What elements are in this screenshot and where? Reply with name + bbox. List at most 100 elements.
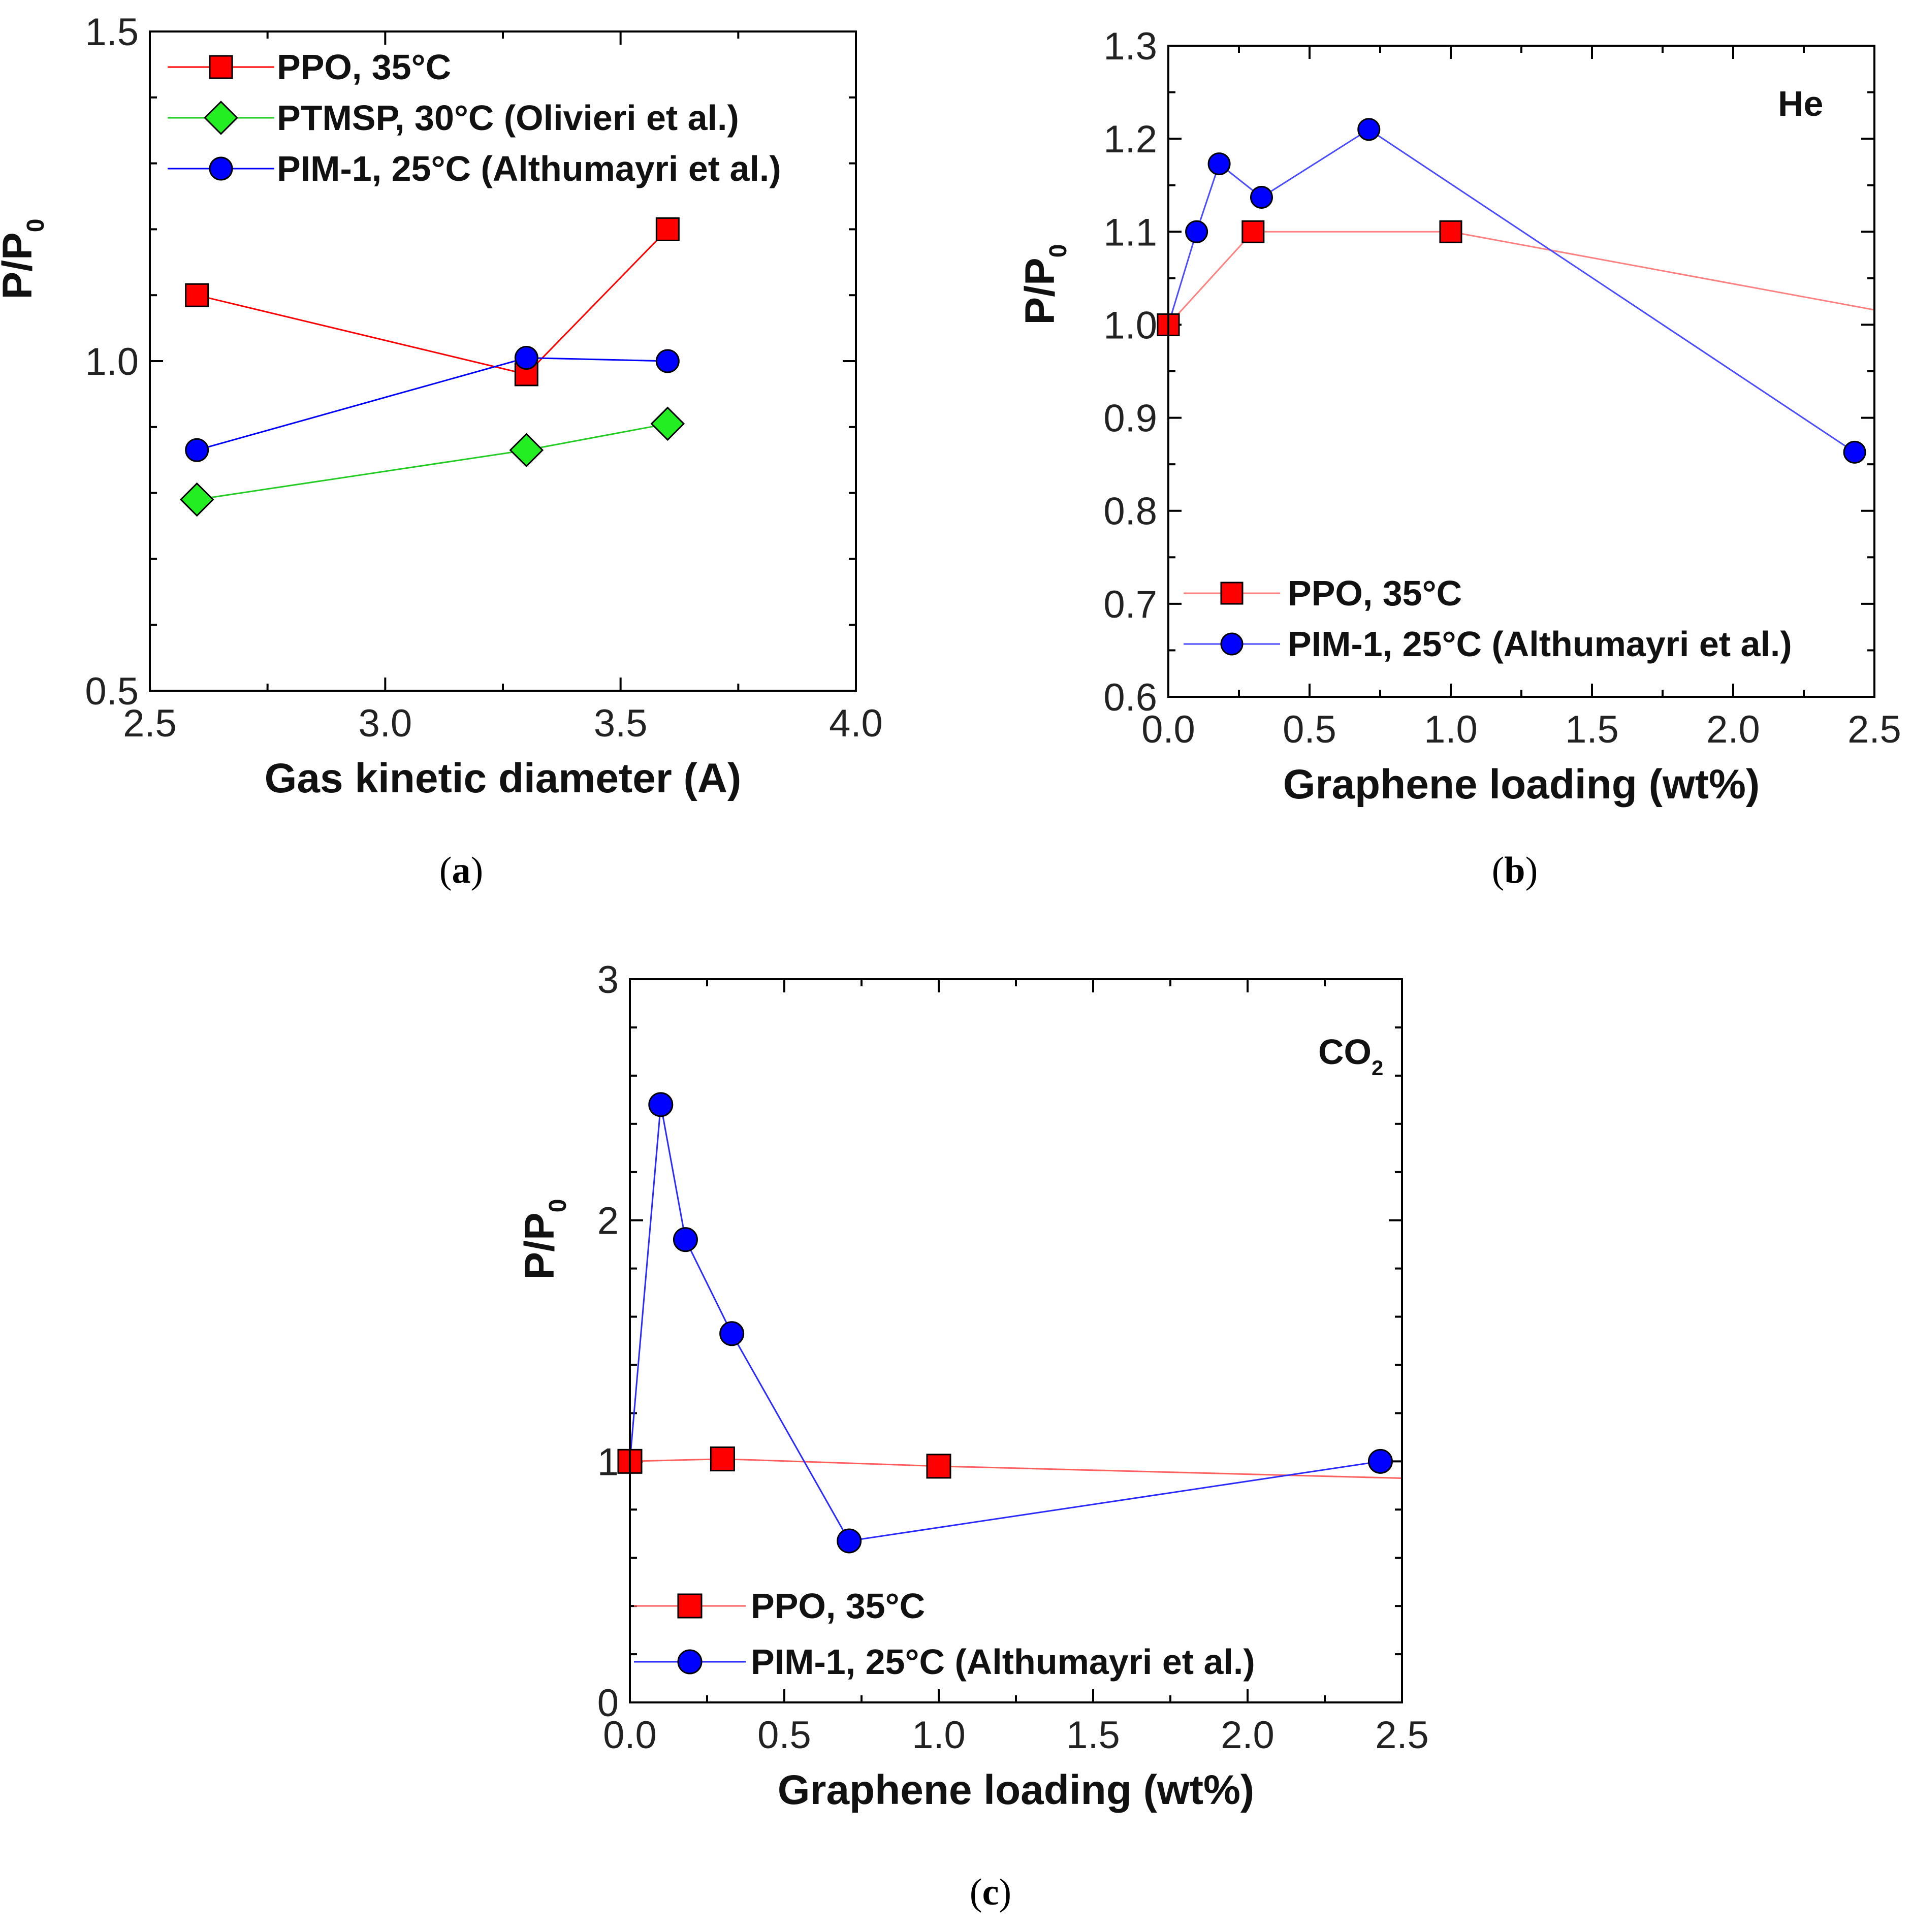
series-lines (630, 1104, 1402, 1542)
gas-annotation-sub: 2 (1372, 1056, 1383, 1080)
caption-letter: b (1504, 850, 1525, 891)
caption-letter: a (452, 850, 471, 891)
data-point-series-0-2 (655, 217, 680, 241)
y-axis-label-main: P/P (0, 232, 41, 299)
legend-entry-0: PPO, 35°C (1288, 573, 1462, 613)
caption-open-paren: ( (439, 850, 452, 891)
caption-open-paren: ( (1492, 850, 1505, 891)
series-line-0 (630, 1458, 1402, 1479)
data-point-series-1-2 (650, 406, 685, 441)
y-tick-label: 1.1 (1103, 211, 1157, 254)
legend-entry-1: PTMSP, 30°C (Olivieri et al.) (277, 98, 739, 138)
x-tick-label: 3.0 (359, 702, 412, 745)
caption-open-paren: ( (970, 1872, 982, 1913)
legend-marker-1 (1220, 632, 1244, 656)
series-line-0 (1168, 231, 1874, 326)
x-tick-label: 2.5 (123, 702, 177, 745)
data-point-series-1-2 (1207, 152, 1231, 176)
x-tick-label: 1.5 (1565, 708, 1619, 751)
y-tick-label: 2 (597, 1200, 619, 1243)
legend: PPO, 35°C PTMSP, 30°C (Olivieri et al.) PI… (168, 47, 781, 188)
y-tick-label: 1.5 (85, 11, 139, 54)
legend-marker-0 (209, 55, 233, 79)
y-axis-label-main: P/P (1017, 257, 1063, 325)
chart-a: 2.5 3.0 3.5 4.0 0.5 1.0 1.5 PPO, 35°C PTMSP, 30°… (0, 11, 883, 891)
x-tick-label: 0.5 (757, 1714, 811, 1757)
x-axis-label: Graphene loading (wt%) (778, 1767, 1254, 1813)
legend-entry-1: PIM-1, 25°C (Althumayri et al.) (1288, 624, 1792, 664)
data-point-series-2-1 (514, 346, 538, 370)
gas-annotation: CO2 (1318, 1032, 1383, 1080)
data-point-series-1-0 (179, 482, 214, 517)
legend: PPO, 35°C PIM-1, 25°C (Althumayri et al.) (1184, 573, 1792, 664)
legend-marker-1 (204, 101, 238, 135)
x-tick-label: 0.0 (1141, 708, 1195, 751)
gas-annotation: He (1778, 84, 1823, 123)
y-axis-label: P/P0 (1017, 244, 1072, 325)
data-point-series-1-4 (1357, 118, 1381, 141)
legend: PPO, 35°C PIM-1, 25°C (Althumayri et al.) (634, 1586, 1255, 1682)
y-tick-label: 0.8 (1103, 490, 1157, 533)
x-tick-label: 2.5 (1375, 1714, 1429, 1757)
gas-annotation-main: He (1778, 84, 1823, 123)
data-point-series-1-1 (648, 1092, 674, 1117)
chart-b: 0.0 0.5 1.0 1.5 2.0 2.5 0.6 0.7 0.8 0.9 1.0 1.1 1.2 1… (1017, 25, 1901, 891)
data-point-series-1-3 (719, 1321, 745, 1346)
panel-caption: (c) (970, 1872, 1011, 1913)
data-point-series-0-2 (1439, 220, 1462, 243)
caption-close-paren: ) (471, 850, 484, 891)
data-point-series-0-1 (1241, 220, 1265, 243)
x-tick-label: 2.0 (1221, 1714, 1274, 1757)
legend-marker-1 (677, 1649, 703, 1675)
x-axis-label: Gas kinetic diameter (A) (265, 755, 742, 801)
data-point-series-1-4 (837, 1528, 862, 1554)
x-tick-label: 4.0 (829, 702, 883, 745)
series-line-1 (630, 1104, 1381, 1542)
x-axis-label: Graphene loading (wt%) (1283, 761, 1760, 808)
y-axis-label-sub: 0 (22, 219, 49, 233)
x-tick-label: 1.0 (912, 1714, 966, 1757)
caption-letter: c (982, 1872, 999, 1913)
x-tick-label: 0.0 (603, 1714, 657, 1757)
plot-frame (1167, 45, 1875, 698)
legend-entry-1: PIM-1, 25°C (Althumayri et al.) (751, 1642, 1255, 1682)
y-tick-label: 1 (597, 1440, 619, 1484)
chart-c: 0.0 0.5 1.0 1.5 2.0 2.5 0 1 2 3 PPO, 35°C PIM-1, 25… (517, 958, 1429, 1913)
x-tick-label: 3.5 (594, 702, 648, 745)
y-axis-label-sub: 0 (545, 1199, 571, 1213)
legend-entry-2: PIM-1, 25°C (Althumayri et al.) (277, 149, 781, 188)
data-point-series-1-1 (509, 433, 544, 468)
caption-close-paren: ) (1525, 850, 1538, 891)
y-tick-label: 0.6 (1103, 676, 1157, 719)
legend-entry-0: PPO, 35°C (277, 47, 451, 87)
data-point-series-0-2 (926, 1454, 951, 1479)
y-tick-label: 1.0 (1103, 304, 1157, 347)
data-point-series-2-0 (185, 438, 209, 462)
legend-marker-2 (209, 156, 233, 181)
x-tick-label: 2.5 (1847, 708, 1901, 751)
caption-close-paren: ) (999, 1872, 1011, 1913)
data-point-series-1-2 (673, 1227, 698, 1252)
data-point-series-1-5 (1367, 1448, 1393, 1474)
y-tick-label: 1.0 (85, 340, 139, 383)
panel-caption: (a) (439, 850, 483, 891)
y-tick-label: 1.2 (1103, 118, 1157, 161)
series-line-0 (197, 229, 668, 375)
data-point-series-0-1 (710, 1446, 735, 1472)
y-axis-label-main: P/P (517, 1212, 563, 1279)
y-axis-label-sub: 0 (1045, 244, 1072, 258)
data-point-series-1-5 (1843, 440, 1866, 464)
series-line-1 (1168, 128, 1855, 453)
legend-marker-0 (1220, 582, 1244, 605)
y-tick-label: 1.3 (1103, 25, 1157, 68)
y-axis-label: P/P0 (517, 1199, 571, 1280)
series-line-1 (197, 423, 668, 501)
x-tick-label: 0.5 (1283, 708, 1336, 751)
legend-entry-0: PPO, 35°C (751, 1586, 925, 1626)
plot-frame (629, 978, 1403, 1703)
x-tick-label: 1.5 (1066, 1714, 1120, 1757)
plot-frame (149, 30, 857, 692)
series-lines (1168, 128, 1874, 453)
x-tick-label: 1.0 (1424, 708, 1478, 751)
